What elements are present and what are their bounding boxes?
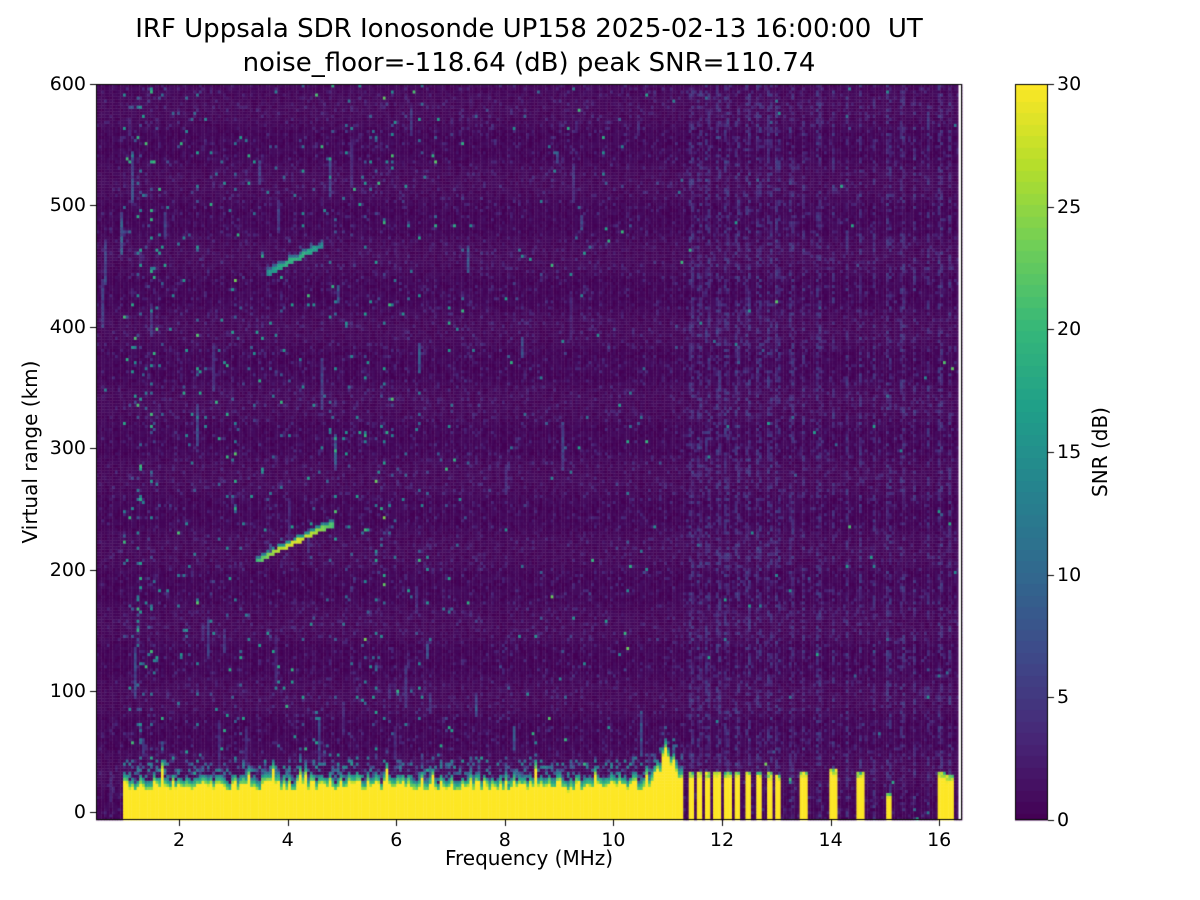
x-tick-label: 10 [601, 829, 626, 851]
colorbar-tick-label: 0 [1057, 809, 1070, 831]
x-tick-label: 4 [281, 829, 294, 851]
y-tick-label: 400 [49, 315, 86, 338]
colorbar-tick-label: 15 [1057, 441, 1082, 463]
colorbar-tick-label: 20 [1057, 318, 1082, 341]
y-tick-label: 600 [49, 73, 86, 95]
y-axis-label: Virtual range (km) [18, 360, 42, 544]
x-tick-label: 16 [927, 829, 952, 851]
x-tick-label: 6 [390, 829, 403, 851]
y-tick-label: 0 [73, 801, 86, 824]
colorbar-tick-label: 10 [1057, 563, 1082, 586]
y-tick-label: 100 [49, 680, 86, 703]
x-tick-label: 2 [173, 829, 186, 851]
x-tick-label: 14 [818, 829, 843, 851]
colorbar-tick-label: 5 [1057, 686, 1070, 709]
x-tick-label: 8 [498, 829, 511, 851]
colorbar-tick-label: 30 [1057, 73, 1082, 95]
y-tick-label: 300 [49, 437, 86, 460]
x-axis-label: Frequency (MHz) [444, 846, 614, 870]
y-tick-label: 200 [49, 558, 86, 581]
colorbar-label: SNR (dB) [1088, 407, 1112, 497]
chart-subtitle: noise_floor=-118.64 (dB) peak SNR=110.74 [242, 48, 816, 78]
y-tick-label: 500 [49, 194, 86, 217]
colorbar-tick-label: 25 [1057, 195, 1082, 218]
chart-title: IRF Uppsala SDR Ionosonde UP158 2025-02-… [135, 14, 923, 44]
x-tick-label: 12 [709, 829, 735, 851]
